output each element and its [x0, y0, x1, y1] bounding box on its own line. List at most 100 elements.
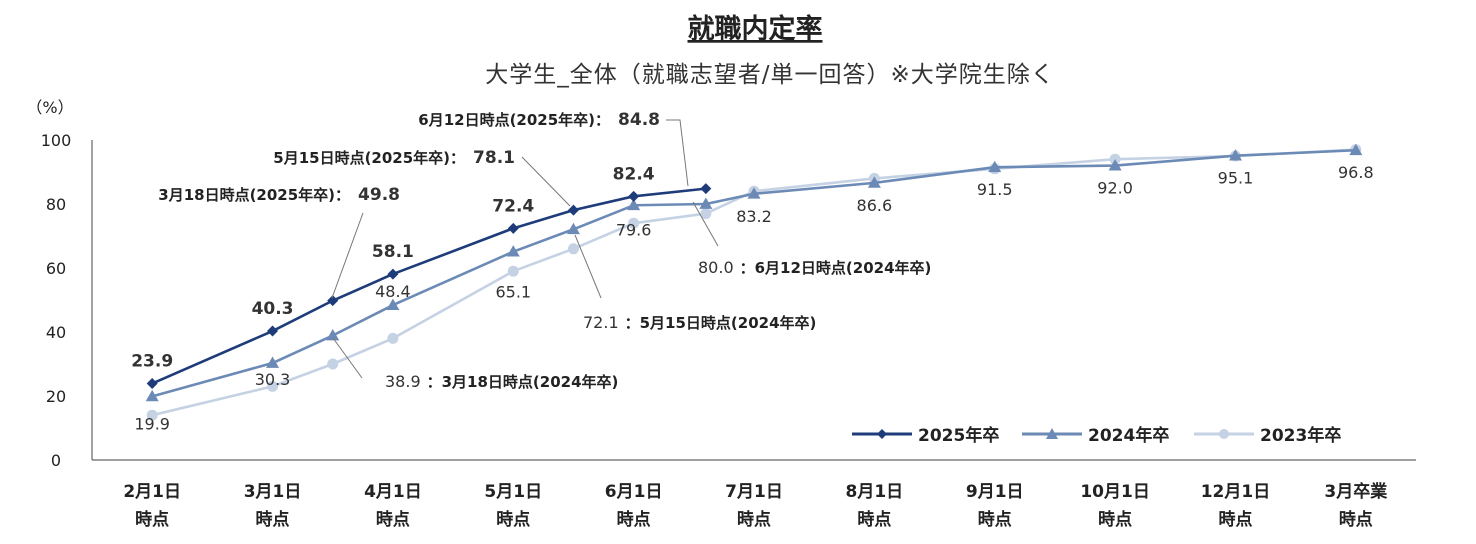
label-2025-4: 72.4 — [492, 196, 534, 216]
series-0-point-3 — [387, 268, 399, 280]
x-tick-label-9-line1: 12月1日 — [1201, 482, 1271, 502]
series-0-point-5 — [567, 204, 579, 216]
label-2024-9: 86.6 — [857, 196, 893, 215]
series-1-point-8 — [747, 187, 761, 199]
label-2024-3: 48.4 — [375, 282, 411, 301]
legend-item-2: 2023年卒 — [1194, 425, 1341, 446]
series-1-point-12 — [1228, 149, 1242, 161]
legend-label-2: 2023年卒 — [1260, 425, 1341, 446]
annotation-leader-0 — [666, 119, 689, 187]
annotation-value-0: 84.8 — [618, 110, 660, 130]
series-1-point-1 — [266, 356, 280, 368]
label-2024-6: 79.6 — [616, 220, 652, 239]
x-tick-label-3-line2: 時点 — [496, 509, 530, 530]
annotation-text-0: 6月12日時点(2025年卒)： — [418, 111, 610, 129]
legend-marker-1 — [1046, 428, 1058, 439]
series-1-point-11 — [1108, 159, 1122, 171]
series-1-point-7 — [699, 197, 713, 209]
y-tick-label-3: 60 — [46, 259, 66, 278]
legend-marker-2 — [1219, 429, 1229, 439]
x-tick-label-8-line2: 時点 — [1098, 509, 1132, 530]
x-tick-label-2-line1: 4月1日 — [364, 482, 422, 502]
x-tick-label-1-line2: 時点 — [256, 509, 290, 530]
label-2024-4: 65.1 — [495, 283, 531, 302]
label-2024-0: 19.9 — [134, 414, 170, 433]
series-1-point-0 — [145, 389, 159, 402]
series-line-0 — [151, 187, 706, 385]
annotation-leader-4 — [574, 234, 602, 299]
series-0-point-0 — [146, 378, 158, 390]
series-line-1 — [151, 148, 1356, 398]
x-tick-label-0-line1: 2月1日 — [123, 482, 181, 502]
series-layer — [145, 143, 1363, 421]
x-tick-label-6-line2: 時点 — [857, 509, 891, 530]
annotation-text-3: ：6月12日時点(2024年卒) — [740, 259, 932, 277]
series-1-point-4 — [506, 245, 520, 257]
x-tick-label-7-line1: 9月1日 — [966, 482, 1024, 502]
x-tick-label-1-line1: 3月1日 — [244, 482, 302, 502]
y-axis-unit: （%） — [26, 98, 73, 117]
series-2-point-5 — [567, 243, 579, 255]
y-tick-label-5: 100 — [41, 131, 72, 150]
x-tick-label-7-line2: 時点 — [978, 509, 1012, 530]
chart-subtitle: 大学生_全体（就職志望者/単一回答）※大学院生除く — [485, 62, 1055, 88]
x-tick-label-8-line1: 10月1日 — [1080, 482, 1150, 502]
label-2024-12: 95.1 — [1218, 169, 1254, 188]
series-line-2 — [151, 148, 1356, 417]
annotations: 84.8 6月12日時点(2025年卒)： 78.1 5月15日時点(2025年卒)：… — [158, 110, 931, 391]
series-2-point-4 — [507, 265, 519, 277]
legend-label-1: 2024年卒 — [1088, 425, 1169, 446]
x-tick-label-10-line1: 3月卒業 — [1324, 481, 1387, 502]
annotation-text-2: 3月18日時点(2025年卒)： — [158, 186, 350, 204]
series-2-point-7 — [700, 208, 712, 220]
series-0-point-2 — [327, 295, 339, 307]
series-1-point-2 — [326, 329, 340, 341]
label-2024-10: 91.5 — [977, 180, 1013, 199]
series-0-point-1 — [267, 325, 279, 337]
label-2024-13: 96.8 — [1338, 163, 1374, 182]
annotation-leader-1 — [521, 156, 571, 207]
label-2025-0: 23.9 — [131, 352, 173, 372]
annotation-leader-5 — [332, 337, 363, 379]
x-tick-label-5-line1: 7月1日 — [725, 482, 783, 502]
annotation-text-1: 5月15日時点(2025年卒)： — [273, 149, 465, 167]
series-1-point-9 — [867, 176, 881, 188]
series-1-point-3 — [386, 298, 400, 310]
annotation-text-4: ：5月15日時点(2024年卒) — [625, 314, 817, 332]
y-tick-label-0: 0 — [51, 451, 61, 470]
series-2-point-6 — [628, 217, 640, 229]
label-2024-11: 92.0 — [1097, 179, 1133, 198]
series-1-point-5 — [566, 222, 580, 235]
data-labels: 23.9 40.3 58.1 72.4 82.4 19.9 30.3 48.4 65.1 79.6… — [131, 163, 1373, 433]
x-tick-label-6-line1: 8月1日 — [846, 482, 904, 502]
label-2025-3: 58.1 — [372, 242, 414, 262]
annotation-value-1: 78.1 — [473, 148, 515, 168]
x-tick-label-10-line2: 時点 — [1339, 509, 1373, 530]
series-1-point-6 — [627, 198, 641, 211]
series-1-point-10 — [988, 160, 1002, 173]
annotation-leader-3 — [692, 201, 719, 247]
x-tick-label-9-line2: 時点 — [1218, 509, 1252, 530]
annotation-value-2: 49.8 — [358, 185, 400, 205]
x-tick-label-4-line1: 6月1日 — [605, 482, 663, 502]
annotation-leader-2 — [331, 212, 364, 299]
series-2-point-3 — [387, 332, 399, 344]
annotation-text-5: ：3月18日時点(2024年卒) — [427, 373, 619, 391]
label-2025-1: 40.3 — [252, 299, 294, 319]
annotation-value-5: 38.9 — [385, 372, 421, 391]
label-2025-6: 82.4 — [613, 164, 655, 184]
label-2024-8: 83.2 — [736, 207, 772, 226]
series-1-point-13 — [1349, 143, 1363, 156]
x-tick-label-2-line2: 時点 — [376, 509, 410, 530]
annotation-value-4: 72.1 — [583, 313, 619, 332]
x-tick-label-4-line2: 時点 — [617, 509, 651, 530]
series-2-point-1 — [267, 380, 279, 392]
annotation-value-3: 80.0 — [698, 258, 734, 277]
y-tick-label-4: 80 — [46, 195, 66, 214]
legend-label-0: 2025年卒 — [918, 425, 999, 446]
label-2024-1: 30.3 — [255, 370, 291, 389]
legend: 2025年卒 2024年卒 2023年卒 — [852, 425, 1341, 446]
series-1 — [145, 143, 1363, 402]
